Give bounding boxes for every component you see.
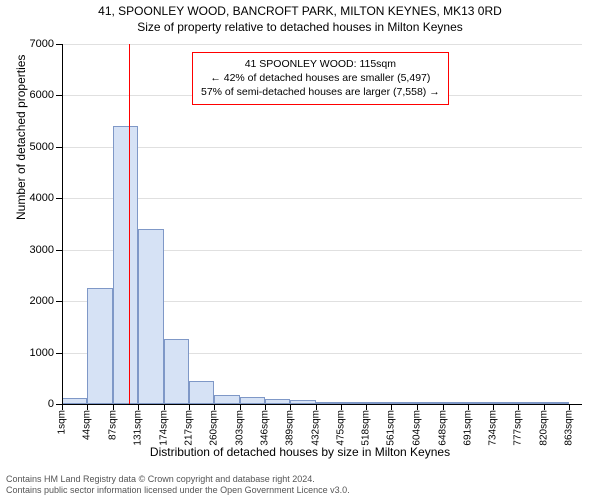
y-tick-label: 2000 (30, 295, 54, 307)
annotation-line: ← 42% of detached houses are smaller (5,… (201, 71, 440, 85)
footer-attribution: Contains HM Land Registry data © Crown c… (6, 474, 350, 496)
annotation-line: 41 SPOONLEY WOOD: 115sqm (201, 57, 440, 71)
y-tick-label: 6000 (30, 89, 54, 101)
x-tick-label: 475sqm (335, 410, 346, 446)
y-tick-label: 0 (48, 398, 54, 410)
x-tick-label: 389sqm (285, 410, 296, 446)
x-tick-label: 648sqm (437, 410, 448, 446)
y-axis-label: Number of detached properties (14, 55, 28, 220)
chart-plot-area: 010002000300040005000600070001sqm44sqm87… (62, 44, 582, 404)
x-tick-label: 217sqm (184, 410, 195, 446)
x-tick-label: 734sqm (488, 410, 499, 446)
x-axis-line (62, 404, 582, 405)
histogram-bar (214, 395, 239, 404)
footer-line-1: Contains HM Land Registry data © Crown c… (6, 474, 350, 485)
annotation-line: 57% of semi-detached houses are larger (… (201, 85, 440, 99)
x-tick-label: 777sqm (513, 410, 524, 446)
annotation-box: 41 SPOONLEY WOOD: 115sqm← 42% of detache… (192, 52, 449, 105)
y-tick-label: 4000 (30, 192, 54, 204)
x-tick-label: 87sqm (107, 410, 118, 440)
histogram-bar (189, 381, 214, 404)
histogram-bar (138, 229, 163, 404)
histogram-bar (164, 339, 189, 404)
x-tick-label: 44sqm (82, 410, 93, 440)
x-tick-label: 1sqm (57, 410, 68, 434)
histogram-bar (113, 126, 139, 404)
y-tick-label: 1000 (30, 347, 54, 359)
title-line-1: 41, SPOONLEY WOOD, BANCROFT PARK, MILTON… (0, 4, 600, 18)
title-line-2: Size of property relative to detached ho… (0, 20, 600, 34)
x-tick-label: 346sqm (259, 410, 270, 446)
y-axis-line (62, 44, 63, 404)
x-tick-label: 863sqm (564, 410, 575, 446)
y-tick-label: 3000 (30, 244, 54, 256)
histogram-bar (87, 288, 112, 404)
x-tick-label: 174sqm (158, 410, 169, 446)
reference-line (129, 44, 130, 404)
chart-title: 41, SPOONLEY WOOD, BANCROFT PARK, MILTON… (0, 4, 600, 34)
x-tick-label: 303sqm (234, 410, 245, 446)
x-axis-label: Distribution of detached houses by size … (0, 445, 600, 459)
footer-line-2: Contains public sector information licen… (6, 485, 350, 496)
x-tick-label: 561sqm (386, 410, 397, 446)
x-tick-label: 691sqm (462, 410, 473, 446)
y-tick-label: 7000 (30, 38, 54, 50)
x-tick-label: 820sqm (538, 410, 549, 446)
x-tick-label: 432sqm (310, 410, 321, 446)
x-tick-label: 518sqm (361, 410, 372, 446)
histogram-bar (240, 397, 265, 404)
y-tick-label: 5000 (30, 141, 54, 153)
grid-line (62, 198, 582, 199)
grid-line (62, 44, 582, 45)
x-tick-label: 260sqm (209, 410, 220, 446)
x-tick-label: 131sqm (133, 410, 144, 446)
x-tick-label: 604sqm (411, 410, 422, 446)
grid-line (62, 147, 582, 148)
